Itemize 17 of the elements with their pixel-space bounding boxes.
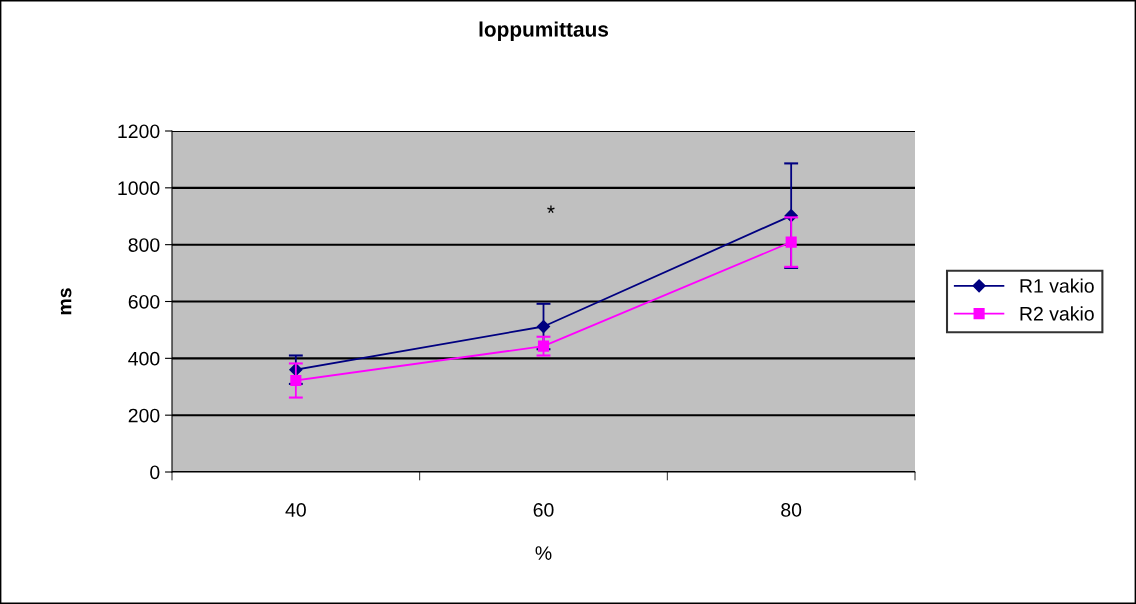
- point: [537, 340, 550, 352]
- x-tick-label: 60: [533, 503, 554, 517]
- legend-label: R2 vakio: [1020, 306, 1094, 321]
- chart-title: loppumittaus: [479, 21, 609, 41]
- annotation: *: [547, 205, 555, 213]
- y-tick-label: 800: [128, 238, 160, 252]
- y-tick-label: 0: [150, 465, 160, 480]
- y-tick-label: 1000: [118, 181, 160, 196]
- x-tick-label: 40: [285, 503, 306, 517]
- y-tick-label: 1200: [118, 124, 160, 139]
- x-axis-title: %: [535, 546, 552, 560]
- y-tick-label: 400: [128, 351, 160, 366]
- legend-label: R1 vakio: [1020, 278, 1094, 293]
- x-tick-label: 80: [781, 503, 802, 517]
- y-tick-label: 600: [128, 294, 160, 309]
- y-tick-label: 200: [128, 408, 160, 423]
- y-axis-title: ms: [60, 288, 72, 315]
